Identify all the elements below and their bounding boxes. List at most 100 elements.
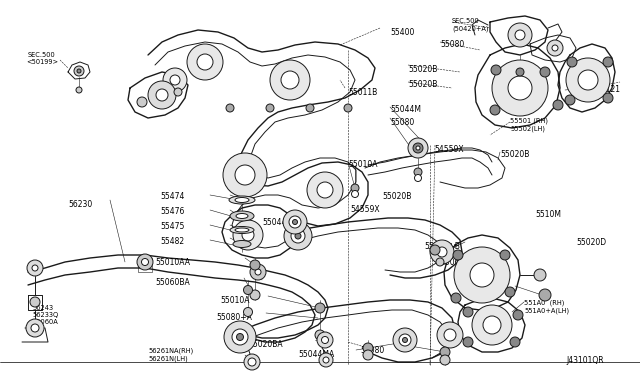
Circle shape [578, 70, 598, 90]
Text: 55400: 55400 [390, 28, 414, 37]
Text: 55044MA: 55044MA [262, 218, 298, 227]
Circle shape [321, 337, 328, 343]
Circle shape [170, 75, 180, 85]
Circle shape [539, 289, 551, 301]
Text: SEC.500
<50199>: SEC.500 <50199> [26, 52, 58, 65]
Text: J43101QR: J43101QR [566, 356, 604, 365]
Circle shape [281, 71, 299, 89]
Circle shape [513, 310, 523, 320]
Circle shape [363, 350, 373, 360]
Circle shape [508, 23, 532, 47]
Circle shape [491, 65, 501, 75]
Circle shape [270, 60, 310, 100]
Circle shape [174, 88, 182, 96]
Circle shape [363, 343, 373, 353]
Text: 55010A: 55010A [220, 296, 250, 305]
Circle shape [440, 355, 450, 365]
Circle shape [515, 30, 525, 40]
Text: 55011B: 55011B [348, 88, 377, 97]
Circle shape [31, 324, 39, 332]
Circle shape [243, 285, 253, 295]
Circle shape [242, 229, 254, 241]
Circle shape [505, 287, 515, 297]
Circle shape [603, 57, 613, 67]
Circle shape [323, 357, 329, 363]
Text: 55060B: 55060B [440, 258, 470, 267]
Text: 56121: 56121 [596, 85, 620, 94]
Circle shape [292, 219, 298, 224]
Circle shape [319, 353, 333, 367]
Ellipse shape [230, 227, 254, 234]
Circle shape [244, 354, 260, 370]
Circle shape [483, 316, 501, 334]
Circle shape [283, 210, 307, 234]
Text: 56243
56233Q
55060A: 56243 56233Q 55060A [32, 305, 58, 325]
Circle shape [437, 322, 463, 348]
Circle shape [393, 328, 417, 352]
Circle shape [317, 332, 333, 348]
Text: 56230: 56230 [68, 200, 92, 209]
Ellipse shape [233, 241, 251, 247]
Circle shape [408, 138, 428, 158]
Text: 55482: 55482 [160, 237, 184, 246]
Circle shape [510, 337, 520, 347]
Circle shape [603, 93, 613, 103]
Text: 55501 (RH)
55502(LH): 55501 (RH) 55502(LH) [510, 118, 548, 132]
Circle shape [440, 347, 450, 357]
Circle shape [26, 319, 44, 337]
Text: 55060BA: 55060BA [155, 278, 189, 287]
Text: 54559X: 54559X [350, 205, 380, 214]
Circle shape [490, 105, 500, 115]
Circle shape [250, 290, 260, 300]
Circle shape [187, 44, 223, 80]
Circle shape [197, 54, 213, 70]
Circle shape [315, 303, 325, 313]
Text: 55080: 55080 [390, 118, 414, 127]
Circle shape [454, 247, 510, 303]
Circle shape [470, 263, 494, 287]
Circle shape [137, 97, 147, 107]
Text: 54559X: 54559X [434, 145, 463, 154]
Text: 55080: 55080 [360, 346, 384, 355]
Circle shape [351, 184, 359, 192]
Text: 5510M: 5510M [535, 210, 561, 219]
Circle shape [415, 174, 422, 182]
Circle shape [444, 329, 456, 341]
Circle shape [77, 69, 81, 73]
Ellipse shape [236, 214, 248, 218]
Circle shape [163, 68, 187, 92]
Circle shape [266, 104, 274, 112]
Text: 55475: 55475 [160, 222, 184, 231]
Circle shape [32, 265, 38, 271]
Circle shape [472, 305, 512, 345]
Circle shape [223, 153, 267, 197]
Circle shape [156, 89, 168, 101]
Text: 55044M: 55044M [390, 105, 421, 114]
Circle shape [250, 260, 260, 270]
Circle shape [414, 168, 422, 176]
Circle shape [141, 259, 148, 266]
Circle shape [552, 45, 558, 51]
Circle shape [27, 260, 43, 276]
Circle shape [463, 337, 473, 347]
Circle shape [492, 60, 548, 116]
Circle shape [430, 240, 454, 264]
Circle shape [403, 337, 408, 343]
Circle shape [508, 76, 532, 100]
Text: 55010A: 55010A [348, 160, 378, 169]
Text: 55020B: 55020B [472, 286, 501, 295]
Circle shape [416, 146, 420, 150]
Circle shape [76, 87, 82, 93]
Circle shape [451, 293, 461, 303]
Circle shape [317, 182, 333, 198]
Circle shape [226, 104, 234, 112]
Circle shape [567, 57, 577, 67]
Circle shape [137, 254, 153, 270]
Circle shape [148, 81, 176, 109]
Text: 55476: 55476 [160, 207, 184, 216]
Circle shape [430, 245, 440, 255]
Text: 55020BA: 55020BA [248, 340, 283, 349]
Circle shape [237, 334, 243, 340]
Circle shape [289, 216, 301, 228]
Circle shape [74, 66, 84, 76]
